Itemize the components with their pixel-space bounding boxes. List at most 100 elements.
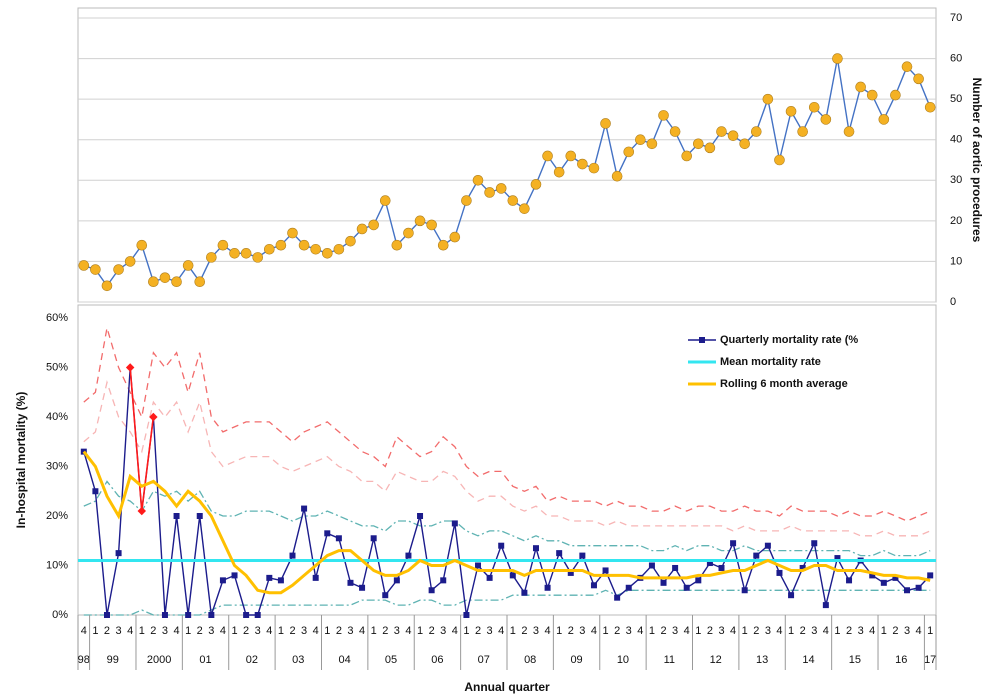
marker: [544, 584, 551, 591]
marker: [182, 260, 194, 271]
control-limit: [83, 380, 931, 537]
marker: [683, 584, 690, 591]
marker: [695, 577, 702, 584]
x-tick-label: 3: [301, 625, 307, 637]
marker: [869, 572, 876, 579]
x-tick-label: 2: [429, 625, 435, 637]
marker: [509, 572, 516, 579]
x-group-label: 98: [78, 654, 90, 666]
series-line: [83, 58, 931, 288]
y-tick-label: 60: [950, 52, 962, 64]
marker: [718, 564, 725, 571]
x-tick-label: 4: [776, 625, 782, 637]
marker: [356, 223, 368, 235]
marker: [264, 243, 275, 255]
marker: [532, 545, 539, 552]
y-tick-label: 20: [950, 215, 962, 227]
marker: [890, 89, 901, 101]
x-tick-label: 4: [359, 625, 365, 637]
marker: [289, 552, 296, 559]
marker: [391, 239, 403, 251]
x-tick-label: 4: [127, 625, 133, 637]
marker: [92, 488, 99, 495]
marker: [219, 577, 226, 584]
x-group-label: 02: [246, 654, 258, 666]
x-tick-label: 2: [150, 625, 156, 637]
highlight-marker: [149, 412, 158, 422]
x-tick-label: 1: [139, 625, 145, 637]
x-tick-label: 2: [382, 625, 388, 637]
x-tick-label: 1: [371, 625, 377, 637]
legend-marker: [699, 337, 705, 343]
x-tick-label: 3: [672, 625, 678, 637]
x-group-label: 10: [617, 654, 629, 666]
marker: [428, 587, 435, 594]
marker: [171, 276, 182, 288]
marker: [553, 166, 565, 178]
marker: [762, 93, 774, 105]
x-tick-label: 4: [405, 625, 411, 637]
x-tick-label: 1: [510, 625, 516, 637]
x-tick-label: 4: [498, 625, 504, 637]
marker: [495, 183, 507, 194]
marker: [405, 552, 412, 559]
x-tick-label: 1: [881, 625, 887, 637]
marker: [832, 53, 843, 64]
marker: [658, 110, 669, 121]
x-tick-label: 3: [811, 625, 817, 637]
x-tick-label: 1: [927, 625, 933, 637]
rolling-average-line: [82, 450, 931, 595]
marker: [704, 142, 716, 154]
marker: [507, 195, 519, 206]
marker: [486, 574, 493, 581]
marker: [776, 569, 783, 576]
marker: [799, 564, 806, 571]
x-tick-label: 4: [220, 625, 226, 637]
marker: [498, 542, 505, 549]
marker: [440, 577, 447, 584]
marker: [577, 158, 588, 170]
x-tick-label: 1: [185, 625, 191, 637]
x-tick-label: 1: [649, 625, 655, 637]
x-group-label: 99: [107, 654, 119, 666]
marker: [101, 280, 113, 292]
marker: [451, 520, 458, 527]
x-tick-label: 3: [533, 625, 539, 637]
x-tick-label: 1: [834, 625, 840, 637]
marker: [741, 587, 748, 594]
marker: [567, 569, 574, 576]
x-tick-label: 4: [81, 625, 87, 637]
marker: [301, 505, 308, 512]
marker: [579, 552, 586, 559]
x-tick-label: 4: [823, 625, 829, 637]
x-group-label: 2000: [147, 654, 171, 666]
marker: [393, 577, 400, 584]
marker: [623, 146, 635, 158]
marker: [753, 552, 760, 559]
marker: [843, 126, 855, 137]
x-tick-label: 3: [718, 625, 724, 637]
marker: [206, 252, 217, 263]
marker: [484, 187, 495, 198]
marker: [103, 612, 110, 618]
marker: [231, 572, 238, 579]
x-tick-label: 4: [591, 625, 597, 637]
marker: [611, 170, 623, 182]
y-tick-label: 40%: [46, 411, 68, 423]
x-tick-label: 2: [707, 625, 713, 637]
x-tick-label: 2: [846, 625, 852, 637]
x-tick-label: 3: [394, 625, 400, 637]
marker: [764, 542, 771, 549]
marker: [904, 587, 911, 594]
marker: [124, 256, 136, 267]
marker: [530, 179, 542, 190]
x-tick-label: 1: [695, 625, 701, 637]
marker: [159, 272, 171, 283]
marker: [590, 582, 597, 589]
marker: [475, 562, 482, 569]
x-tick-label: 2: [892, 625, 898, 637]
marker: [785, 106, 797, 117]
x-tick-label: 3: [255, 625, 261, 637]
marker: [78, 260, 90, 271]
marker: [693, 138, 704, 150]
